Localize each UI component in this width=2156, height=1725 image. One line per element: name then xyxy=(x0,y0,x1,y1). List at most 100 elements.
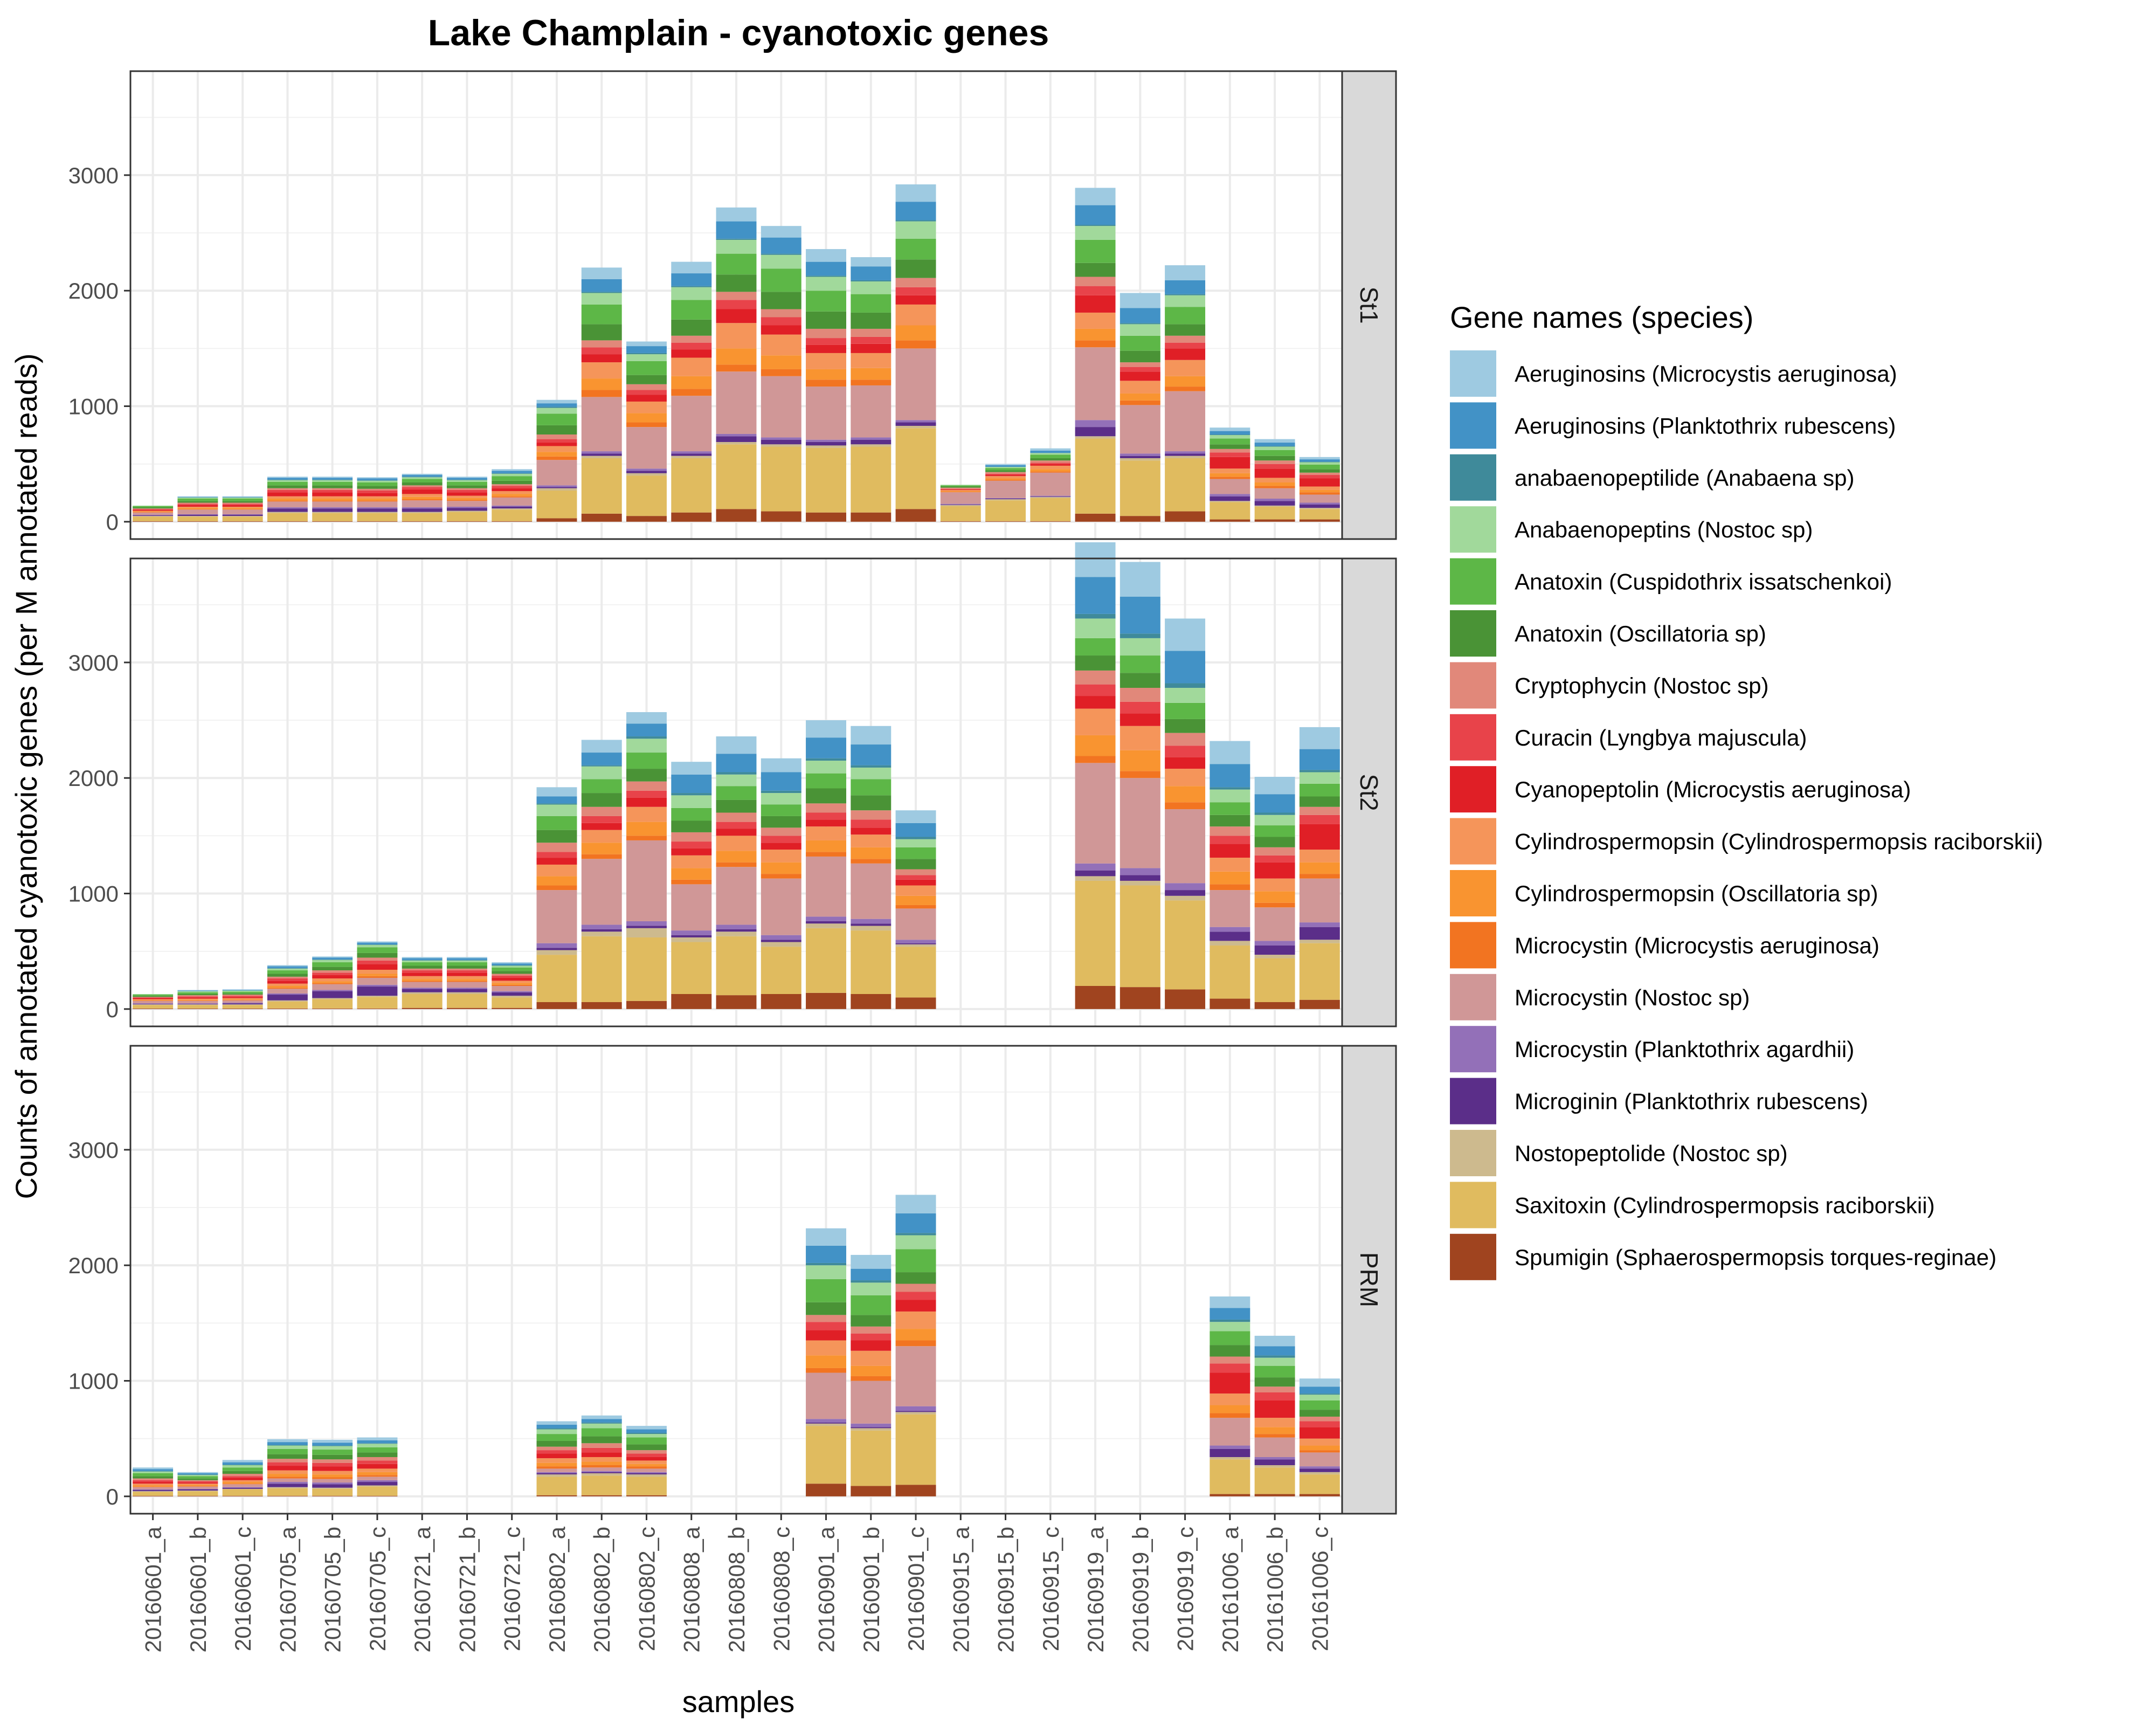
bar-segment: 20160808_b — Nostopeptolide (Nostoc sp):… xyxy=(716,441,757,445)
bar-segment: 20160808_a — anabaenopeptilide (Anabaena… xyxy=(671,286,712,287)
bar-segment: 20160919_a — Cyanopeptolin (Microcystis … xyxy=(1075,295,1116,313)
bar-segment: 20160919_b — Saxitoxin (Cylindrospermops… xyxy=(1120,885,1160,988)
bar-segment: 20160802_c — Cyanopeptolin (Microcystis … xyxy=(626,395,667,402)
bar-segment: 20160601_b — Aeruginosins (Microcystis a… xyxy=(177,1472,218,1473)
bar-segment: 20160901_c — Curacin (Lyngbya majuscula)… xyxy=(895,1292,936,1300)
bar-segment: 20160901_c — Microginin (Planktothrix ru… xyxy=(895,1411,936,1412)
bar-segment: 20161006_a — Spumigin (Sphaerospermopsis… xyxy=(1210,519,1250,522)
legend-key xyxy=(1450,714,1496,761)
bar-segment: 20160705_c — Microcystin (Nostoc sp): 60 xyxy=(357,977,398,985)
bar-segment: 20160721_a — Spumigin (Sphaerospermopsis… xyxy=(402,521,443,522)
bar-segment: 20160721_c — Nostopeptolide (Nostoc sp):… xyxy=(492,996,533,998)
bar-segment: 20160721_c — Microcystin (Nostoc sp): 70 xyxy=(492,497,533,506)
bar-segment: 20160721_b — Cryptophycin (Nostoc sp): 1… xyxy=(446,488,487,490)
bar-segment: 20160901_b — Microcystin (Microcystis ae… xyxy=(851,859,892,864)
bar-segment: 20160705_c — Anatoxin (Cuspidothrix issa… xyxy=(357,482,398,486)
bar-segment: 20160901_b — Anatoxin (Cuspidothrix issa… xyxy=(851,1295,892,1315)
bar-segment: 20160721_c — Spumigin (Sphaerospermopsis… xyxy=(492,1008,533,1009)
bar-segment: 20160802_b — Microcystin (Planktothrix a… xyxy=(581,451,622,454)
bar-segment: 20160601_a — Anabaenopeptins (Nostoc sp)… xyxy=(133,993,174,995)
bar-segment: 20160919_b — Microcystin (Planktothrix a… xyxy=(1120,453,1160,456)
bar-segment: 20160802_c — Cylindrospermopsin (Oscilla… xyxy=(626,413,667,423)
bar-segment: 20160802_a — Microginin (Planktothrix ru… xyxy=(536,948,577,950)
bar-segment: 20160601_b — Anabaenopeptins (Nostoc sp)… xyxy=(177,1475,218,1476)
legend-key xyxy=(1450,350,1496,397)
x-tick-label: 20160808_c xyxy=(769,1527,794,1651)
bar-segment: 20160915_c — Cylindrospermopsin (Oscilla… xyxy=(1030,469,1071,472)
bar-segment: 20160901_c — Nostopeptolide (Nostoc sp):… xyxy=(895,1412,936,1414)
bar-segment: 20160721_c — Anatoxin (Cuspidothrix issa… xyxy=(492,476,533,481)
bar-segment: 20160901_b — Cylindrospermopsin (Oscilla… xyxy=(851,847,892,859)
bar-segment: 20160705_c — Anabaenopeptins (Nostoc sp)… xyxy=(357,480,398,482)
bar-segment: 20160802_b — Cyanopeptolin (Microcystis … xyxy=(581,823,622,830)
bar-segment: 20160802_b — Aeruginosins (Microcystis a… xyxy=(581,267,622,279)
bar-segment: 20160601_a — Saxitoxin (Cylindrospermops… xyxy=(133,1492,174,1496)
bar-segment: 20161006_b — Cryptophycin (Nostoc sp): 3… xyxy=(1254,460,1295,464)
bar-segment: 20160802_c — Nostopeptolide (Nostoc sp):… xyxy=(626,928,667,937)
bar-segment: 20160901_a — Microcystin (Microcystis ae… xyxy=(806,852,846,857)
bar-segment: 20160601_b — Saxitoxin (Cylindrospermops… xyxy=(177,1491,218,1496)
bar-segment: 20160901_a — Anatoxin (Oscillatoria sp):… xyxy=(806,788,846,804)
bar-segment: 20160601_c — Nostopeptolide (Nostoc sp):… xyxy=(222,1004,263,1005)
legend-item: Curacin (Lyngbya majuscula) xyxy=(1450,714,1807,761)
bar-segment: 20160808_a — Anatoxin (Cuspidothrix issa… xyxy=(671,300,712,320)
bar-segment: 20160919_a — Cyanopeptolin (Microcystis … xyxy=(1075,696,1116,709)
legend-key xyxy=(1450,1182,1496,1229)
x-tick-label: 20160901_a xyxy=(814,1526,839,1652)
bar-segment: 20161006_a — Microcystin (Nostoc sp): 32… xyxy=(1210,890,1250,927)
bar-segment: 20160705_c — Nostopeptolide (Nostoc sp):… xyxy=(357,512,398,513)
bar-segment: 20160901_a — Cylindrospermopsin (Oscilla… xyxy=(806,369,846,380)
bar-segment: 20160601_a — Microcystin (Microcystis ae… xyxy=(133,1000,174,1001)
bar-segment: 20160601_c — Cyanopeptolin (Microcystis … xyxy=(222,997,263,998)
bar-segment: 20160705_b — Cryptophycin (Nostoc sp): 2… xyxy=(312,970,353,973)
y-tick-label: 1000 xyxy=(68,881,119,907)
bar-segment: 20160915_a — Microcystin (Planktothrix a… xyxy=(940,503,981,505)
bar-segment: 20161006_c — Anabaenopeptins (Nostoc sp)… xyxy=(1299,462,1340,465)
bar-segment: 20160601_b — Saxitoxin (Cylindrospermops… xyxy=(177,1005,218,1009)
bar-segment: 20160808_c — Aeruginosins (Planktothrix … xyxy=(761,772,801,791)
bar-segment: 20160705_a — Aeruginosins (Planktothrix … xyxy=(267,1442,308,1445)
bar-segment: 20160919_b — Aeruginosins (Microcystis a… xyxy=(1120,562,1160,597)
bar-segment: 20160721_a — Saxitoxin (Cylindrospermops… xyxy=(402,993,443,1008)
bar-segment: 20160601_b — Cyanopeptolin (Microcystis … xyxy=(177,1482,218,1484)
bar-segment: 20160901_b — Microginin (Planktothrix ru… xyxy=(851,439,892,445)
bar-segment: 20160721_b — Microcystin (Nostoc sp): 50 xyxy=(446,501,487,507)
bar-segment: 20161006_a — Anatoxin (Oscillatoria sp):… xyxy=(1210,815,1250,827)
legend-item: Saxitoxin (Cylindrospermopsis raciborski… xyxy=(1450,1182,1935,1229)
bar-segment: 20160802_c — Cylindrospermopsin (Cylindr… xyxy=(626,401,667,413)
bar-segment: 20160705_c — Nostopeptolide (Nostoc sp):… xyxy=(357,996,398,997)
bar-segment: 20160721_a — Microginin (Planktothrix ru… xyxy=(402,989,443,992)
bar-segment: 20160802_c — Microginin (Planktothrix ru… xyxy=(626,1473,667,1475)
bar-segment: 20160808_c — Microcystin (Planktothrix a… xyxy=(761,935,801,940)
bar-segment: 20160705_a — Anatoxin (Oscillatoria sp):… xyxy=(267,974,308,977)
bar-segment: 20160705_a — Microcystin (Planktothrix a… xyxy=(267,507,308,509)
bar-segment: 20160705_c — Curacin (Lyngbya majuscula)… xyxy=(357,490,398,493)
bar-segment: 20160808_b — Microcystin (Nostoc sp): 50… xyxy=(716,867,757,925)
bar-segment: 20160601_c — Cylindrospermopsin (Cylindr… xyxy=(222,998,263,999)
bar-segment: 20160808_a — Anatoxin (Oscillatoria sp):… xyxy=(671,319,712,336)
bar-segment: 20160721_b — Anatoxin (Cuspidothrix issa… xyxy=(446,962,487,966)
bar-segment: 20161006_a — Curacin (Lyngbya majuscula)… xyxy=(1210,452,1250,457)
bar-segment: 20160601_c — Cylindrospermopsin (Cylindr… xyxy=(222,506,263,508)
bar-segment: 20161006_a — Microginin (Planktothrix ru… xyxy=(1210,932,1250,941)
bar-segment: 20160721_a — Cylindrospermopsin (Oscilla… xyxy=(402,979,443,981)
bar-segment: 20161006_a — Cryptophycin (Nostoc sp): 6… xyxy=(1210,1356,1250,1364)
bar-segment: 20160901_a — Microcystin (Nostoc sp): 46… xyxy=(806,387,846,440)
bar-segment: 20160919_b — Curacin (Lyngbya majuscula)… xyxy=(1120,367,1160,372)
bar-segment: 20160901_c — Saxitoxin (Cylindrospermops… xyxy=(895,428,936,509)
bar-segment: 20160802_b — Cylindrospermopsin (Oscilla… xyxy=(581,843,622,854)
bar-segment: 20160601_a — Nostopeptolide (Nostoc sp):… xyxy=(133,1491,174,1492)
legend-label: Cyanopeptolin (Microcystis aeruginosa) xyxy=(1515,777,1911,802)
bar-segment: 20160901_a — Saxitoxin (Cylindrospermops… xyxy=(806,1426,846,1484)
bar-segment: 20160802_a — Cylindrospermopsin (Oscilla… xyxy=(536,876,577,886)
bar-segment: 20160601_b — Microginin (Planktothrix ru… xyxy=(177,1489,218,1491)
bar-segment: 20160901_a — Microginin (Planktothrix ru… xyxy=(806,1422,846,1424)
bar-segment: 20160802_c — Nostopeptolide (Nostoc sp):… xyxy=(626,1474,667,1477)
bar-segment: 20160705_c — Curacin (Lyngbya majuscula)… xyxy=(357,960,398,964)
bar-segment: 20160808_c — Anatoxin (Cuspidothrix issa… xyxy=(761,804,801,816)
bar-segment: 20160721_a — Nostopeptolide (Nostoc sp):… xyxy=(402,512,443,513)
bar-segment: 20160802_a — Microcystin (Planktothrix a… xyxy=(536,1472,577,1473)
bar-segment: 20160919_a — Cylindrospermopsin (Oscilla… xyxy=(1075,328,1116,341)
bar-segment: 20160601_a — Microginin (Planktothrix ru… xyxy=(133,1490,174,1492)
bar-segment: 20160705_c — Microcystin (Planktothrix a… xyxy=(357,507,398,509)
